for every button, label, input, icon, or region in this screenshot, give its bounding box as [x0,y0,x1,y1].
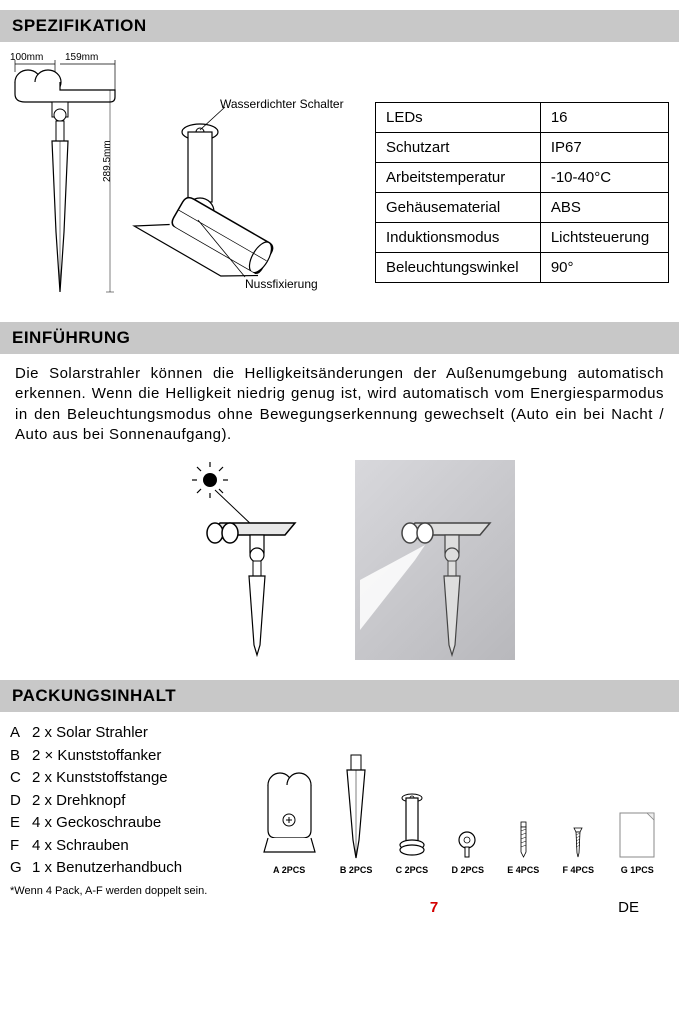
spec-label: LEDs [376,103,541,133]
package-code: E [10,812,32,835]
package-item-a: A 2PCS [262,770,317,875]
package-item-label: E 4PCS [507,865,539,875]
spec-value: ABS [540,193,668,223]
intro-image-night [355,460,515,660]
spec-value: Lichtsteuerung [540,223,668,253]
package-item-f: F 4PCS [563,825,595,875]
package-icon-strahler [262,770,317,860]
package-icon-schraube [572,825,584,860]
spec-row: Arbeitstemperatur-10-40°C [376,163,669,193]
package-list-item: C2 x Kunststoffstange [10,767,230,790]
package-text: 2 x Drehknopf [32,790,125,813]
spec-row: Beleuchtungswinkel90° [376,253,669,283]
package-item-c: C 2PCS [396,790,429,875]
package-items-row: A 2PCS B 2PCS C 2PCS [250,722,669,880]
package-item-label: F 4PCS [563,865,595,875]
package-text: 1 x Benutzerhandbuch [32,857,182,880]
intro-image-day [165,460,325,660]
package-item-label: D 2PCS [451,865,484,875]
package-item-e: E 4PCS [507,820,539,875]
package-list-item: E4 x Geckoschraube [10,812,230,835]
package-item-g: G 1PCS [617,810,657,875]
footer: 7 DE [0,897,679,926]
package-icon-anker [341,750,371,860]
package-item-label: G 1PCS [621,865,654,875]
spec-label: Gehäusematerial [376,193,541,223]
spec-row: SchutzartIP67 [376,133,669,163]
diagram-angled: Wasserdichter Schalter Nussfixierung [130,52,360,302]
package-list-item: B2 × Kunststoffanker [10,745,230,768]
spec-label: Beleuchtungswinkel [376,253,541,283]
diagram-front: 100mm 159mm 289.5mm [10,52,120,302]
package-item-label: C 2PCS [396,865,429,875]
package-item-label: B 2PCS [340,865,373,875]
package-icon-drehknopf [455,830,480,860]
spec-section: 100mm 159mm 289.5mm [0,52,679,302]
language-code: DE [618,899,639,916]
diagram-angled-svg [130,52,360,302]
section-header-spec: SPEZIFIKATION [0,10,679,42]
package-text: 4 x Schrauben [32,835,129,858]
package-list-item: A2 x Solar Strahler [10,722,230,745]
spec-label: Schutzart [376,133,541,163]
package-icon-handbuch [617,810,657,860]
package-icon-gecko [516,820,531,860]
package-code: G [10,857,32,880]
footnote: *Wenn 4 Pack, A-F werden doppelt sein. [0,880,679,897]
package-item-label: A 2PCS [273,865,305,875]
package-list: A2 x Solar Strahler B2 × Kunststoffanker… [10,722,230,880]
spec-value: 90° [540,253,668,283]
package-code: F [10,835,32,858]
dim-height: 289.5mm [102,140,113,182]
spec-table: LEDs16 SchutzartIP67 Arbeitstemperatur-1… [375,102,669,283]
section-header-intro: EINFÜHRUNG [0,322,679,354]
spec-value: -10-40°C [540,163,668,193]
package-list-item: D2 x Drehknopf [10,790,230,813]
spec-value: 16 [540,103,668,133]
intro-images [0,460,679,660]
spec-row: InduktionsmodusLichtsteuerung [376,223,669,253]
package-text: 4 x Geckoschraube [32,812,161,835]
intro-text: Die Solarstrahler können die Helligkeits… [0,364,679,445]
spec-label: Induktionsmodus [376,223,541,253]
package-code: D [10,790,32,813]
package-item-b: B 2PCS [340,750,373,875]
package-code: C [10,767,32,790]
spec-value: IP67 [540,133,668,163]
package-text: 2 × Kunststoffanker [32,745,161,768]
page-number: 7 [430,899,438,916]
dim-width: 100mm [10,52,43,63]
callout-switch: Wasserdichter Schalter [220,97,344,111]
dim-depth: 159mm [65,52,98,63]
diagram-area: 100mm 159mm 289.5mm [10,52,360,302]
package-section: A2 x Solar Strahler B2 × Kunststoffanker… [0,722,679,880]
package-text: 2 x Solar Strahler [32,722,148,745]
package-item-d: D 2PCS [451,830,484,875]
spec-row: GehäusematerialABS [376,193,669,223]
package-list-item: G1 x Benutzerhandbuch [10,857,230,880]
callout-nut: Nussfixierung [245,277,318,291]
spec-row: LEDs16 [376,103,669,133]
spec-label: Arbeitstemperatur [376,163,541,193]
package-text: 2 x Kunststoffstange [32,767,168,790]
package-list-item: F4 x Schrauben [10,835,230,858]
package-icon-stange [397,790,427,860]
package-code: A [10,722,32,745]
package-code: B [10,745,32,768]
section-header-package: PACKUNGSINHALT [0,680,679,712]
